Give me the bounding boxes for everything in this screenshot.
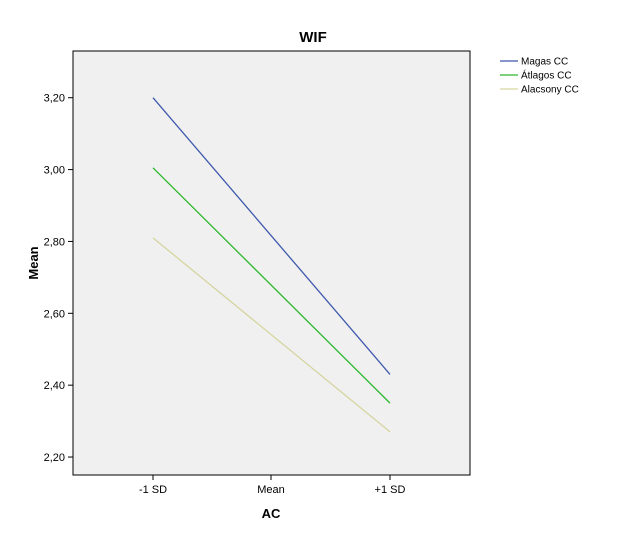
- series-line-1: [152, 167, 391, 404]
- legend-label: Magas CC: [521, 57, 568, 68]
- y-axis-label: Mean: [26, 246, 41, 279]
- plot-area: [72, 50, 471, 476]
- series-line-2: [152, 237, 391, 433]
- y-tick-label: 2,60: [44, 308, 65, 320]
- x-axis: -1 SD Mean +1 SD: [139, 475, 406, 496]
- x-axis-label: AC: [262, 506, 281, 521]
- legend-label: Alacsony CC: [521, 85, 579, 96]
- series-line-0: [152, 97, 391, 375]
- y-tick-label: 2,20: [44, 452, 65, 464]
- y-axis: 2,20 2,40 2,60 2,80 3,00 3,20: [44, 93, 73, 464]
- y-tick-label: 2,80: [44, 236, 65, 248]
- y-tick-label: 3,20: [44, 93, 65, 105]
- legend-label: Átlagos CC: [521, 69, 572, 82]
- chart-title: WIF: [299, 29, 327, 46]
- y-tick-label: 2,40: [44, 380, 65, 392]
- y-tick-label: 3,00: [44, 165, 65, 177]
- x-tick-label: Mean: [257, 484, 285, 496]
- x-tick-label: -1 SD: [139, 484, 167, 496]
- x-tick-label: +1 SD: [375, 484, 406, 496]
- series-lines: [152, 97, 391, 433]
